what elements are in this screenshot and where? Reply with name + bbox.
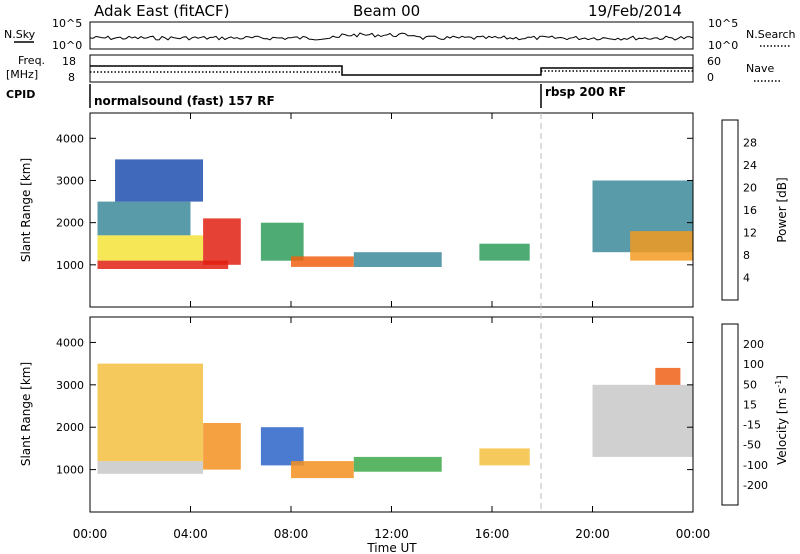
velocity-colorbar: -200 -100 -50 -15 15 50 100 200 bbox=[721, 323, 768, 506]
velocity-cbar-frame bbox=[721, 323, 739, 506]
power-region-5 bbox=[260, 222, 304, 261]
beam-title: Beam 00 bbox=[353, 2, 420, 20]
velocity-region-7 bbox=[592, 384, 693, 457]
power-cbar-tick-0: 4 bbox=[743, 272, 750, 285]
nsky-trace bbox=[89, 32, 694, 41]
velocity-region-4 bbox=[291, 461, 354, 479]
velocity-cbar-tick-1: -100 bbox=[743, 459, 768, 472]
time-xlabel: Time UT bbox=[366, 541, 417, 554]
velocity-cbar-tick-5: 50 bbox=[743, 378, 757, 391]
xtick-label-0: 00:00 bbox=[73, 527, 108, 541]
power-ytick-label-2: 3000 bbox=[56, 174, 84, 187]
power-region-7 bbox=[353, 252, 442, 267]
power-y-axis: 1000 2000 3000 4000 bbox=[56, 132, 693, 272]
power-region-3 bbox=[115, 159, 203, 202]
time-x-axis: 00:00 04:00 08:00 12:00 16:00 20:00 00:00 bbox=[73, 113, 711, 541]
velocity-cbar-tick-2: -50 bbox=[743, 439, 761, 452]
cpid-mode2: rbsp 200 RF bbox=[545, 85, 626, 99]
cpid-label: CPID bbox=[6, 88, 35, 101]
velocity-region-1 bbox=[97, 363, 203, 462]
velocity-cbar-tick-6: 100 bbox=[743, 358, 764, 371]
freq-unit-label: [MHz] bbox=[6, 68, 38, 81]
nsky-tick-bottom: 10^0 bbox=[52, 39, 82, 52]
nsearch-tick-top: 10^5 bbox=[708, 17, 738, 30]
velocity-heatmap bbox=[97, 363, 693, 479]
power-ylabel: Slant Range [km] bbox=[19, 158, 33, 262]
xtick-label-4: 16:00 bbox=[475, 527, 510, 541]
velocity-cbar-tick-3: -15 bbox=[743, 419, 761, 432]
velocity-region-8 bbox=[655, 367, 681, 385]
freq-tick-bottom: 8 bbox=[68, 71, 75, 84]
power-ytick-label-0: 1000 bbox=[56, 259, 84, 272]
power-cbar-tick-1: 8 bbox=[743, 249, 750, 262]
velocity-ytick-label-2: 3000 bbox=[56, 379, 84, 392]
power-region-6 bbox=[291, 256, 354, 267]
velocity-cbar-tick-7: 200 bbox=[743, 338, 764, 351]
power-region-4 bbox=[203, 218, 241, 265]
freq-label: Freq. bbox=[18, 54, 45, 67]
date-title: 19/Feb/2014 bbox=[588, 2, 682, 20]
power-region-10 bbox=[630, 231, 693, 261]
power-region-1 bbox=[97, 235, 203, 261]
xtick-label-5: 20:00 bbox=[575, 527, 610, 541]
velocity-ytick-label-1: 2000 bbox=[56, 421, 84, 434]
power-ytick-label-1: 2000 bbox=[56, 217, 84, 230]
power-cbar-tick-2: 12 bbox=[743, 227, 757, 240]
freq-tick-top: 18 bbox=[62, 55, 76, 68]
nave-trace bbox=[90, 70, 693, 73]
nave-label: Nave bbox=[746, 62, 774, 75]
power-heatmap bbox=[97, 159, 693, 269]
freq-trace bbox=[90, 65, 693, 76]
power-cbar-tick-5: 24 bbox=[743, 159, 757, 172]
power-ytick-label-3: 4000 bbox=[56, 132, 84, 145]
velocity-colorbar-label: Velocity [m s-1] bbox=[774, 375, 789, 465]
velocity-region-6 bbox=[479, 448, 530, 466]
velocity-region-0 bbox=[97, 461, 203, 474]
power-colorbar: 4 8 12 16 20 24 28 bbox=[721, 119, 757, 301]
velocity-colorbar-label-end: ] bbox=[775, 375, 789, 380]
power-region-2 bbox=[97, 201, 191, 236]
velocity-region-3 bbox=[260, 427, 304, 466]
velocity-ylabel: Slant Range [km] bbox=[19, 362, 33, 466]
power-cbar-tick-4: 20 bbox=[743, 182, 757, 195]
velocity-colorbar-label-sup: -1 bbox=[774, 380, 783, 388]
nsky-label: N.Sky bbox=[4, 28, 36, 41]
velocity-colorbar-label-main: Velocity [m s bbox=[775, 388, 789, 465]
velocity-region-5 bbox=[353, 456, 442, 472]
power-cbar-frame bbox=[721, 119, 739, 301]
velocity-cbar-tick-4: 15 bbox=[743, 398, 757, 411]
power-cbar-tick-6: 28 bbox=[743, 137, 757, 150]
velocity-y-axis: 1000 2000 3000 4000 bbox=[56, 336, 693, 477]
nsky-panel-frame bbox=[89, 21, 694, 50]
velocity-ytick-label-0: 1000 bbox=[56, 464, 84, 477]
power-colorbar-label: Power [dB] bbox=[775, 177, 789, 242]
velocity-region-2 bbox=[203, 423, 241, 470]
power-cbar-tick-3: 16 bbox=[743, 204, 757, 217]
nsky-tick-top: 10^5 bbox=[52, 17, 82, 30]
nsearch-label: N.Search bbox=[746, 28, 796, 41]
power-region-8 bbox=[479, 243, 530, 261]
xtick-label-6: 00:00 bbox=[676, 527, 711, 541]
nave-tick-top: 60 bbox=[707, 55, 721, 68]
nave-tick-bottom: 0 bbox=[707, 71, 714, 84]
nsearch-tick-bottom: 10^0 bbox=[708, 39, 738, 52]
xtick-label-3: 12:00 bbox=[374, 527, 409, 541]
xtick-label-1: 04:00 bbox=[173, 527, 208, 541]
xtick-label-2: 08:00 bbox=[274, 527, 309, 541]
station-title: Adak East (fitACF) bbox=[94, 2, 229, 20]
velocity-cbar-tick-0: -200 bbox=[743, 479, 768, 492]
cpid-mode1: normalsound (fast) 157 RF bbox=[94, 94, 275, 108]
power-region-0 bbox=[97, 260, 229, 269]
velocity-ytick-label-3: 4000 bbox=[56, 336, 84, 349]
